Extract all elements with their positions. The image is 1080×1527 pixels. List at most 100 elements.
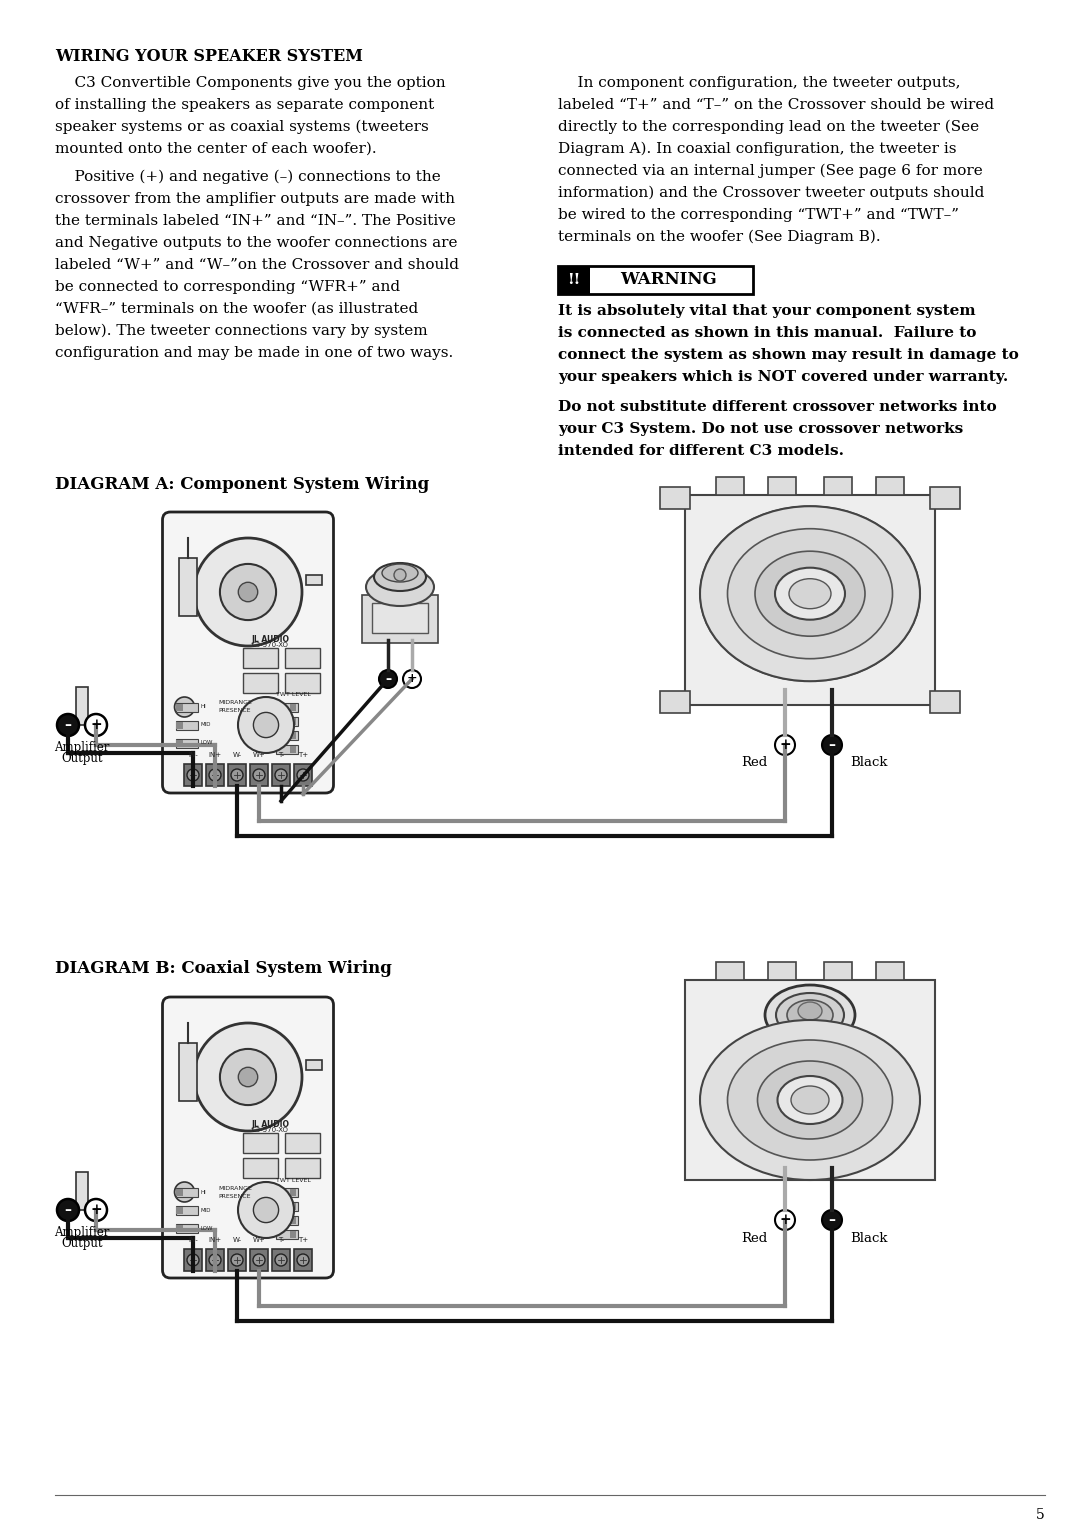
Ellipse shape <box>789 579 831 609</box>
Bar <box>768 962 796 980</box>
Circle shape <box>231 770 243 780</box>
Text: MID: MID <box>201 1208 211 1212</box>
Bar <box>243 647 278 667</box>
Ellipse shape <box>798 1002 822 1020</box>
Text: –: – <box>828 738 836 751</box>
Circle shape <box>231 1254 243 1266</box>
Circle shape <box>220 1049 276 1106</box>
Text: TWT LEVEL: TWT LEVEL <box>276 693 311 698</box>
Text: Black: Black <box>850 1231 888 1245</box>
Text: intended for different C3 models.: intended for different C3 models. <box>558 444 843 458</box>
Bar <box>306 576 322 585</box>
Circle shape <box>379 670 397 689</box>
FancyBboxPatch shape <box>162 512 334 793</box>
Text: speaker systems or as coaxial systems (tweeters: speaker systems or as coaxial systems (t… <box>55 121 429 134</box>
Circle shape <box>275 1254 287 1266</box>
Bar <box>178 557 197 615</box>
Text: W-: W- <box>232 1237 242 1243</box>
Text: IN+: IN+ <box>208 751 221 757</box>
Text: connect the system as shown may result in damage to: connect the system as shown may result i… <box>558 348 1018 362</box>
Circle shape <box>822 1209 842 1231</box>
Circle shape <box>253 1254 265 1266</box>
Bar <box>175 722 183 728</box>
Text: be wired to the corresponding “TWT+” and “TWT–”: be wired to the corresponding “TWT+” and… <box>558 208 959 221</box>
Bar <box>206 1249 224 1270</box>
Ellipse shape <box>700 505 920 681</box>
Text: HI: HI <box>201 1190 206 1194</box>
Ellipse shape <box>787 1000 833 1031</box>
Bar <box>660 487 690 508</box>
Text: IN-: IN- <box>188 1237 198 1243</box>
Circle shape <box>194 538 302 646</box>
Bar <box>291 718 296 725</box>
Ellipse shape <box>728 1040 892 1161</box>
Bar <box>291 747 296 753</box>
Bar <box>249 1249 268 1270</box>
Text: information) and the Crossover tweeter outputs should: information) and the Crossover tweeter o… <box>558 186 984 200</box>
Circle shape <box>57 1199 79 1222</box>
Text: your C3 System. Do not use crossover networks: your C3 System. Do not use crossover net… <box>558 421 963 437</box>
Circle shape <box>175 696 194 718</box>
Text: Diagram A). In coaxial configuration, the tweeter is: Diagram A). In coaxial configuration, th… <box>558 142 957 156</box>
Bar <box>824 962 852 980</box>
Ellipse shape <box>755 551 865 637</box>
Circle shape <box>210 770 221 780</box>
Bar <box>276 1215 298 1225</box>
Text: “WFR–” terminals on the woofer (as illustrated: “WFR–” terminals on the woofer (as illus… <box>55 302 418 316</box>
Text: –: – <box>384 672 391 686</box>
Text: of installing the speakers as separate component: of installing the speakers as separate c… <box>55 98 434 111</box>
Text: DIAGRAM B: Coaxial System Wiring: DIAGRAM B: Coaxial System Wiring <box>55 960 392 977</box>
Text: LOW: LOW <box>201 741 213 745</box>
Text: configuration and may be made in one of two ways.: configuration and may be made in one of … <box>55 347 454 360</box>
Circle shape <box>403 670 421 689</box>
Bar <box>276 1188 298 1197</box>
Text: C3-570-XO: C3-570-XO <box>252 1127 288 1133</box>
Bar <box>876 962 904 980</box>
Bar <box>876 476 904 495</box>
Bar <box>768 476 796 495</box>
Text: and Negative outputs to the woofer connections are: and Negative outputs to the woofer conne… <box>55 237 458 250</box>
Text: be connected to corresponding “WFR+” and: be connected to corresponding “WFR+” and <box>55 279 400 295</box>
Text: TWT LEVEL: TWT LEVEL <box>276 1177 311 1182</box>
Text: T+: T+ <box>298 1237 308 1243</box>
Text: DIAGRAM A: Component System Wiring: DIAGRAM A: Component System Wiring <box>55 476 429 493</box>
Bar <box>285 673 320 693</box>
Text: T+: T+ <box>298 751 308 757</box>
Bar <box>558 266 753 295</box>
Bar <box>175 1206 198 1215</box>
Text: Amplifier: Amplifier <box>54 1226 110 1238</box>
Bar <box>306 1060 322 1070</box>
Bar <box>276 745 298 754</box>
Bar <box>206 764 224 786</box>
Circle shape <box>187 770 199 780</box>
Ellipse shape <box>775 568 845 620</box>
Text: 5: 5 <box>1036 1509 1045 1522</box>
Circle shape <box>822 734 842 754</box>
Bar <box>930 487 960 508</box>
Circle shape <box>194 1023 302 1132</box>
Text: MIDRANGE: MIDRANGE <box>218 1185 252 1191</box>
Text: HI: HI <box>201 704 206 710</box>
Bar <box>276 1202 298 1211</box>
Circle shape <box>253 770 265 780</box>
Bar <box>285 647 320 667</box>
Text: Output: Output <box>62 1237 103 1251</box>
Bar <box>558 266 590 295</box>
Text: JL AUDIO: JL AUDIO <box>251 635 289 644</box>
Text: W+: W+ <box>253 751 266 757</box>
Text: mounted onto the center of each woofer).: mounted onto the center of each woofer). <box>55 142 377 156</box>
Text: !!: !! <box>567 273 581 287</box>
Ellipse shape <box>765 985 855 1044</box>
Ellipse shape <box>778 1077 842 1124</box>
Bar <box>175 1190 183 1196</box>
Text: +: + <box>779 1212 791 1228</box>
Text: PRESENCE: PRESENCE <box>218 709 251 713</box>
Circle shape <box>297 1254 309 1266</box>
Text: –: – <box>65 1203 71 1217</box>
Bar <box>291 704 296 712</box>
Bar <box>276 731 298 741</box>
Text: +: + <box>91 1203 102 1217</box>
Bar <box>184 764 202 786</box>
Bar <box>276 718 298 725</box>
Bar <box>175 1188 198 1197</box>
